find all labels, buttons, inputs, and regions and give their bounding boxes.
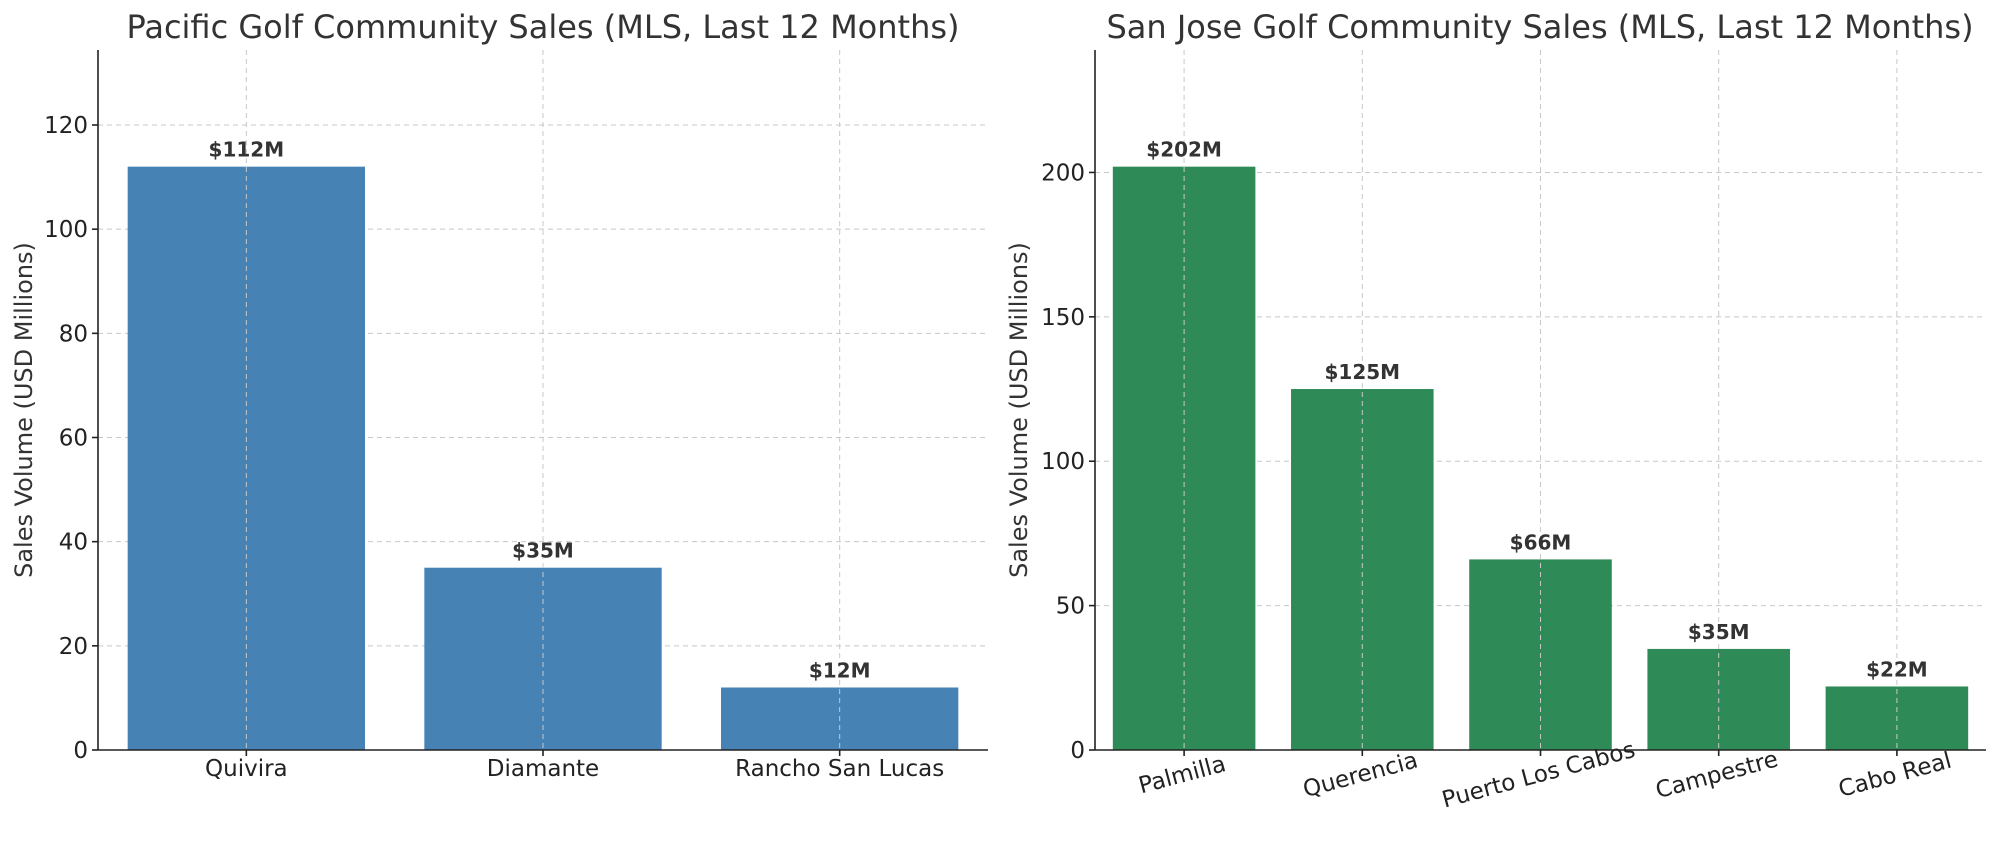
- data-label: $112M: [209, 138, 285, 162]
- data-label: $125M: [1325, 360, 1401, 384]
- data-label: $22M: [1866, 657, 1928, 681]
- x-tick-label: Campestre: [1653, 746, 1781, 804]
- y-tick-label: 0: [1070, 738, 1085, 764]
- bar-diamante: [424, 567, 662, 750]
- y-tick-label: 60: [59, 426, 88, 452]
- data-label: $12M: [809, 659, 871, 683]
- y-tick-label: 120: [44, 113, 88, 139]
- data-label: $35M: [512, 539, 574, 563]
- chart-panel-1: 0 20 40 60 80 100 120 Quivira Diamante Rancho San…: [10, 8, 988, 782]
- y-tick-label: 50: [1056, 594, 1085, 620]
- y-axis-label: Sales Volume (USD Millions): [1005, 242, 1033, 578]
- y-tick-label: 100: [44, 217, 88, 243]
- chart-title: San Jose Golf Community Sales (MLS, Last…: [1106, 8, 1973, 46]
- y-tick-label: 100: [1041, 449, 1085, 475]
- x-tick-label: Rancho San Lucas: [735, 756, 944, 782]
- x-tick-label: Cabo Real: [1836, 748, 1955, 803]
- y-axis-label: Sales Volume (USD Millions): [10, 242, 38, 578]
- chart-title: Pacific Golf Community Sales (MLS, Last …: [126, 8, 959, 46]
- x-tick-label: Quivira: [205, 756, 288, 782]
- y-tick-label: 150: [1041, 305, 1085, 331]
- data-label: $66M: [1510, 530, 1572, 554]
- data-label: $35M: [1688, 620, 1750, 644]
- x-tick-label: Querencia: [1300, 747, 1420, 803]
- x-tick-label: Palmilla: [1136, 751, 1229, 799]
- y-tick-label: 0: [73, 738, 88, 764]
- y-tick-label: 200: [1041, 160, 1085, 186]
- y-tick-label: 80: [59, 321, 88, 347]
- data-label: $202M: [1146, 138, 1222, 162]
- y-tick-label: 40: [59, 530, 88, 556]
- bar-querencia: [1291, 389, 1434, 750]
- y-tick-label: 20: [59, 634, 88, 660]
- x-tick-label: Diamante: [487, 756, 599, 782]
